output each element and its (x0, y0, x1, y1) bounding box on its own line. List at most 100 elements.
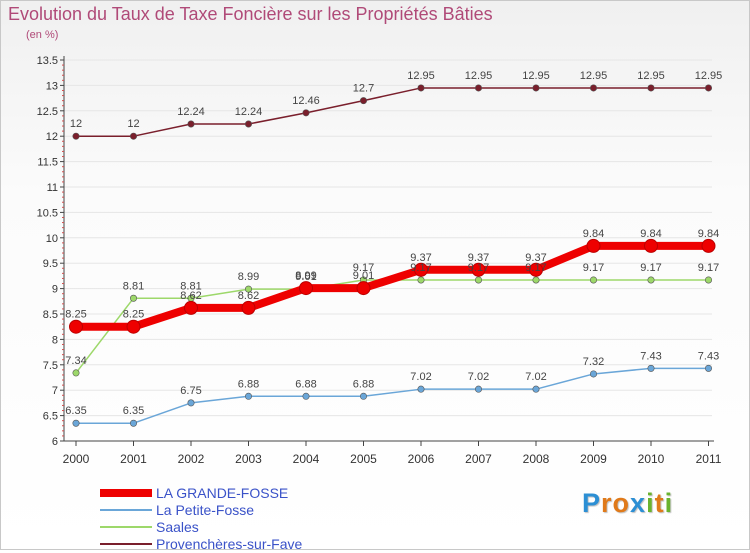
data-label-la-grande-fosse: 8.25 (65, 309, 86, 321)
logo-letter: x (630, 488, 647, 518)
data-point-la-petite-fosse (302, 392, 310, 400)
data-point-la-grande-fosse (586, 238, 601, 253)
data-label-la-petite-fosse: 7.43 (640, 350, 661, 362)
y-tick-label: 10.5 (37, 207, 58, 219)
data-point-la-grande-fosse (471, 262, 486, 277)
data-label-provencheres-sur-fave: 12.95 (407, 70, 435, 82)
series-line-la-grande-fosse (76, 241, 709, 331)
data-label-saales: 9.17 (353, 262, 374, 274)
data-label-provencheres-sur-fave: 12.95 (637, 70, 665, 82)
data-label-saales: 9.17 (698, 262, 719, 274)
legend-swatch-la-grande-fosse (100, 489, 152, 497)
data-label-saales: 7.34 (65, 355, 86, 367)
data-label-la-petite-fosse: 6.88 (295, 378, 316, 390)
y-tick-label: 8 (52, 334, 58, 346)
logo-letter: i (646, 488, 655, 518)
legend-swatch-provencheres-sur-fave (100, 543, 152, 545)
legend: LA GRANDE-FOSSE La Petite-Fosse Saales P… (100, 485, 360, 553)
legend-label-la-grande-fosse: LA GRANDE-FOSSE (156, 485, 289, 501)
data-point-provencheres-sur-fave (245, 120, 253, 128)
x-tick-label: 2002 (178, 452, 205, 466)
y-tick-label: 7 (52, 385, 58, 397)
data-point-la-petite-fosse (72, 419, 80, 427)
data-label-provencheres-sur-fave: 12.24 (177, 106, 205, 118)
logo-letter: i (664, 488, 674, 518)
x-tick-label: 2006 (408, 452, 435, 466)
data-label-saales: 9.17 (468, 262, 489, 274)
data-label-saales: 9.17 (640, 262, 661, 274)
x-tick-label: 2001 (120, 452, 147, 466)
data-point-la-petite-fosse (647, 364, 655, 372)
y-tick-label: 12 (46, 131, 58, 143)
data-label-la-grande-fosse: 8.25 (123, 309, 144, 321)
data-point-la-grande-fosse (69, 319, 83, 334)
data-point-saales (474, 276, 482, 284)
y-tick-label: 13 (46, 80, 58, 92)
data-point-saales (589, 276, 597, 284)
series-line-la-petite-fosse (76, 367, 709, 424)
data-point-provencheres-sur-fave (704, 84, 712, 92)
legend-item-la-grande-fosse: LA GRANDE-FOSSE (100, 485, 360, 502)
legend-swatch-saales (100, 526, 152, 528)
logo-letter: o (612, 488, 631, 518)
data-point-la-grande-fosse (529, 262, 543, 277)
data-label-la-petite-fosse: 6.88 (238, 378, 259, 390)
data-point-saales (245, 285, 253, 293)
proxiti-logo: Proxiti (582, 488, 673, 519)
data-label-provencheres-sur-fave: 12.24 (235, 106, 263, 118)
data-point-la-grande-fosse (356, 281, 371, 296)
data-label-la-petite-fosse: 7.43 (698, 350, 719, 362)
legend-item-saales: Saales (100, 519, 360, 536)
data-label-provencheres-sur-fave: 12.95 (522, 70, 550, 82)
logo-letter: r (601, 488, 613, 518)
data-point-saales (532, 276, 540, 284)
legend-label-saales: Saales (156, 519, 199, 535)
legend-swatch-la-petite-fosse (100, 509, 152, 511)
data-point-provencheres-sur-fave (647, 84, 655, 92)
data-label-la-petite-fosse: 6.35 (65, 405, 86, 417)
y-tick-label: 6.5 (43, 411, 58, 423)
data-label-saales: 9.17 (583, 262, 604, 274)
data-point-provencheres-sur-fave (532, 84, 540, 92)
data-point-la-petite-fosse (532, 385, 540, 393)
data-point-la-petite-fosse (359, 392, 367, 400)
data-label-la-grande-fosse: 8.62 (238, 290, 259, 302)
legend-item-provencheres-sur-fave: Provenchères-sur-Fave (100, 536, 360, 553)
legend-item-la-petite-fosse: La Petite-Fosse (100, 502, 360, 519)
legend-label-provencheres-sur-fave: Provenchères-sur-Fave (156, 536, 303, 552)
data-label-saales: 8.99 (238, 271, 259, 283)
x-tick-label: 2007 (465, 452, 492, 466)
data-point-saales (130, 294, 138, 302)
data-label-la-grande-fosse: 9.37 (525, 252, 546, 264)
y-tick-label: 6 (52, 436, 58, 448)
data-label-la-petite-fosse: 7.02 (468, 371, 489, 383)
data-label-la-grande-fosse: 8.62 (180, 290, 201, 302)
y-tick-label: 9 (52, 284, 58, 296)
data-point-provencheres-sur-fave (302, 109, 310, 117)
data-point-la-petite-fosse (417, 385, 425, 393)
series-line-saales (75, 279, 709, 374)
y-tick-label: 7.5 (43, 360, 58, 372)
data-point-la-petite-fosse (187, 399, 195, 407)
data-point-la-grande-fosse (414, 262, 428, 277)
data-point-provencheres-sur-fave (187, 120, 195, 128)
data-label-la-petite-fosse: 7.32 (583, 356, 604, 368)
data-point-la-petite-fosse (130, 419, 138, 427)
data-label-la-petite-fosse: 6.88 (353, 378, 374, 390)
data-label-saales: 8.81 (180, 280, 201, 292)
data-label-provencheres-sur-fave: 12 (70, 118, 82, 130)
data-point-provencheres-sur-fave (72, 132, 80, 140)
data-label-saales: 9.17 (410, 262, 431, 274)
data-label-la-petite-fosse: 6.35 (123, 405, 144, 417)
data-point-la-petite-fosse (245, 392, 253, 400)
data-point-provencheres-sur-fave (589, 84, 597, 92)
x-tick-label: 2004 (293, 452, 320, 466)
x-tick-label: 2000 (63, 452, 90, 466)
data-point-la-petite-fosse (474, 385, 482, 393)
data-label-la-grande-fosse: 9.37 (468, 252, 489, 264)
data-point-provencheres-sur-fave (474, 84, 482, 92)
x-tick-label: 2009 (580, 452, 607, 466)
legend-label-la-petite-fosse: La Petite-Fosse (156, 502, 255, 518)
logo-letter: P (582, 488, 602, 518)
